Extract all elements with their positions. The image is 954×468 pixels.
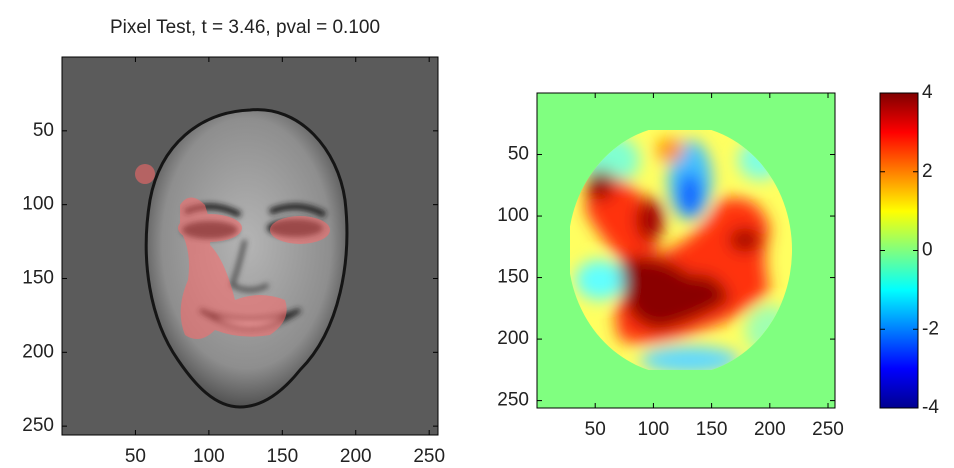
x-tick-label: 200 [754,419,786,440]
y-tick-label: 200 [22,341,54,362]
y-tick-label: 250 [22,415,54,436]
highlight-region [135,164,330,339]
y-tick-label: 150 [22,268,54,289]
x-tick-label: 100 [638,419,670,440]
x-tick-label: 100 [193,446,225,467]
heatmap-image [570,130,792,370]
axes-frame [61,56,439,436]
colorbar-tick-label: 0 [922,240,933,261]
colorbar-tick-label: -2 [922,318,939,339]
x-tick-label: 200 [340,446,372,467]
y-tick-label: 200 [497,328,529,349]
chart-title: Pixel Test, t = 3.46, pval = 0.100 [110,17,380,38]
y-tick-label: 50 [33,120,54,141]
x-tick-label: 250 [413,446,445,467]
y-tick-label: 150 [497,267,529,288]
colorbar-tick-label: 2 [922,161,933,182]
x-tick-label: 50 [125,446,146,467]
colorbar-tick-label: 4 [922,82,933,103]
y-tick-label: 250 [497,390,529,411]
colorbar-tick-label: -4 [922,397,939,418]
x-tick-label: 150 [266,446,298,467]
x-tick-label: 250 [812,419,844,440]
face-image [62,57,438,435]
x-tick-label: 150 [696,419,728,440]
y-tick-label: 100 [22,194,54,215]
colorbar [880,93,918,408]
y-tick-label: 100 [497,205,529,226]
x-tick-label: 50 [585,419,606,440]
y-tick-label: 50 [508,144,529,165]
axes-frame [536,92,836,409]
